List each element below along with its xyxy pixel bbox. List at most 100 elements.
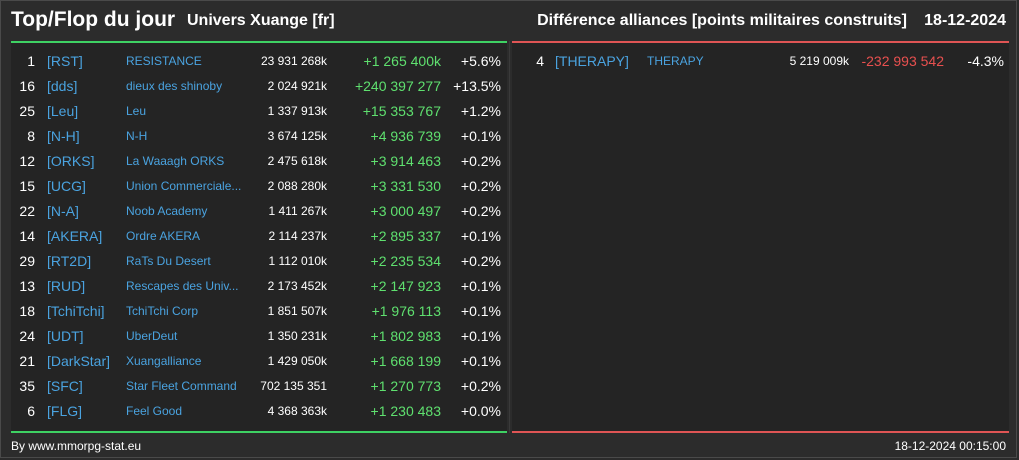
rank-cell: 21 <box>19 353 35 369</box>
rank-cell: 4 <box>536 53 544 69</box>
alliance-row: 16 [dds] dieux des shinoby 2 024 921k +240 3… <box>11 74 507 99</box>
percent-cell: +0.2% <box>460 203 501 219</box>
points-cell: 5 219 009k <box>789 54 849 68</box>
points-cell: 1 350 231k <box>267 329 327 343</box>
alliance-tag-link[interactable]: [RUD] <box>47 278 86 294</box>
alliance-row: 8 [N-H] N-H 3 674 125k +4 936 739 +0.1% <box>11 124 507 149</box>
page-title: Top/Flop du jour <box>11 8 176 31</box>
percent-cell: +0.1% <box>460 278 501 294</box>
alliance-name-link[interactable]: Star Fleet Command <box>126 379 237 393</box>
alliance-name-link[interactable]: Noob Academy <box>126 204 208 218</box>
alliance-row: 18 [TchiTchi] TchiTchi Corp 1 851 507k +1 97… <box>11 299 507 324</box>
percent-cell: +1.2% <box>460 103 501 119</box>
percent-cell: +0.2% <box>460 253 501 269</box>
diff-cell: +15 353 767 <box>362 103 441 119</box>
alliance-tag-link[interactable]: [ORKS] <box>47 153 95 169</box>
alliance-row: 13 [RUD] Rescapes des Univ... 2 173 452k +2 … <box>11 274 507 299</box>
alliance-name-link[interactable]: THERAPY <box>647 54 704 68</box>
alliance-row: 14 [AKERA] Ordre AKERA 2 114 237k +2 895 337… <box>11 224 507 249</box>
percent-cell: +0.1% <box>460 328 501 344</box>
percent-cell: +13.5% <box>453 78 501 94</box>
alliance-tag-link[interactable]: [Leu] <box>47 103 79 119</box>
alliance-row: 4 [THERAPY] THERAPY 5 219 009k -232 993 542 -… <box>512 49 1009 74</box>
diff-cell: +2 235 534 <box>370 253 441 269</box>
alliance-row: 15 [UCG] Union Commerciale... 2 088 280k +3 … <box>11 174 507 199</box>
alliance-tag-link[interactable]: [dds] <box>47 78 78 94</box>
alliance-name-link[interactable]: Leu <box>126 104 147 118</box>
alliance-tag-link[interactable]: [TchiTchi] <box>47 303 105 319</box>
points-cell: 1 851 507k <box>267 304 327 318</box>
alliance-tag-link[interactable]: [N-H] <box>47 128 80 144</box>
footer-site[interactable]: By www.mmorpg-stat.eu <box>11 439 142 453</box>
rank-cell: 12 <box>19 153 35 169</box>
diff-cell: +3 331 530 <box>370 178 441 194</box>
alliance-name-link[interactable]: Xuangalliance <box>126 354 202 368</box>
diff-cell: +2 895 337 <box>370 228 441 244</box>
rank-cell: 6 <box>27 403 35 419</box>
percent-cell: +0.2% <box>460 378 501 394</box>
alliance-row: 24 [UDT] UberDeut 1 350 231k +1 802 983 +0.1% <box>11 324 507 349</box>
alliance-name-link[interactable]: TchiTchi Corp <box>126 304 199 318</box>
diff-cell: +1 230 483 <box>370 403 441 419</box>
alliance-tag-link[interactable]: [RST] <box>47 53 83 69</box>
points-cell: 1 337 913k <box>267 104 327 118</box>
alliance-row: 25 [Leu] Leu 1 337 913k +15 353 767 +1.2% <box>11 99 507 124</box>
alliance-tag-link[interactable]: [FLG] <box>47 403 83 419</box>
alliance-tag-link[interactable]: [N-A] <box>47 203 79 219</box>
rank-cell: 24 <box>19 328 35 344</box>
rank-cell: 8 <box>27 128 35 144</box>
rank-cell: 15 <box>19 178 35 194</box>
alliance-name-link[interactable]: La Waaagh ORKS <box>126 154 225 168</box>
alliance-tag-link[interactable]: [RT2D] <box>47 253 92 269</box>
alliance-tag-link[interactable]: [UDT] <box>47 328 84 344</box>
alliance-name-link[interactable]: dieux des shinoby <box>126 79 223 93</box>
diff-cell: +240 397 277 <box>354 78 441 94</box>
alliance-name-link[interactable]: RaTs Du Desert <box>126 254 211 268</box>
alliance-tag-link[interactable]: [DarkStar] <box>47 353 111 369</box>
rank-cell: 1 <box>27 53 35 69</box>
alliance-name-link[interactable]: N-H <box>126 129 148 143</box>
points-cell: 2 173 452k <box>267 279 327 293</box>
rank-cell: 13 <box>19 278 35 294</box>
points-cell: 1 112 010k <box>268 254 328 268</box>
diff-cell: -232 993 542 <box>861 53 944 69</box>
diff-cell: +3 914 463 <box>370 153 441 169</box>
rank-cell: 18 <box>19 303 35 319</box>
alliance-row: 35 [SFC] Star Fleet Command 702 135 351 +1 2… <box>11 374 507 399</box>
rank-cell: 14 <box>19 228 35 244</box>
points-cell: 702 135 351 <box>260 379 327 393</box>
diff-cell: +1 270 773 <box>370 378 441 394</box>
alliance-tag-link[interactable]: [THERAPY] <box>555 53 629 69</box>
alliance-name-link[interactable]: RESISTANCE <box>126 54 202 68</box>
diff-cell: +4 936 739 <box>370 128 441 144</box>
alliance-name-link[interactable]: UberDeut <box>126 329 178 343</box>
alliance-name-link[interactable]: Rescapes des Univ... <box>126 279 239 293</box>
percent-cell: +0.1% <box>460 228 501 244</box>
points-cell: 2 024 921k <box>267 79 327 93</box>
percent-cell: -4.3% <box>967 53 1004 69</box>
points-cell: 1 429 050k <box>267 354 327 368</box>
diff-cell: +2 147 923 <box>370 278 441 294</box>
points-cell: 2 114 237k <box>268 229 328 243</box>
alliance-name-link[interactable]: Feel Good <box>126 404 183 418</box>
alliance-tag-link[interactable]: [SFC] <box>47 378 83 394</box>
alliance-name-link[interactable]: Union Commerciale... <box>126 179 242 193</box>
diff-cell: +1 668 199 <box>370 353 441 369</box>
rank-cell: 16 <box>19 78 35 94</box>
alliance-row: 21 [DarkStar] Xuangalliance 1 429 050k +1 66… <box>11 349 507 374</box>
top-alliances-panel: 1 [RST] RESISTANCE 23 931 268k +1 265 400k +5… <box>11 41 507 433</box>
percent-cell: +0.1% <box>460 128 501 144</box>
points-cell: 4 368 363k <box>267 404 327 418</box>
percent-cell: +5.6% <box>460 53 501 69</box>
alliance-name-link[interactable]: Ordre AKERA <box>126 229 201 243</box>
percent-cell: +0.1% <box>460 303 501 319</box>
alliance-tag-link[interactable]: [UCG] <box>47 178 86 194</box>
alliance-row: 29 [RT2D] RaTs Du Desert 1 112 010k +2 235 5… <box>11 249 507 274</box>
points-cell: 3 674 125k <box>267 129 327 143</box>
rank-cell: 29 <box>19 253 35 269</box>
alliance-row: 1 [RST] RESISTANCE 23 931 268k +1 265 400k +5… <box>11 49 507 74</box>
rank-cell: 35 <box>19 378 35 394</box>
flop-alliances-panel: 4 [THERAPY] THERAPY 5 219 009k -232 993 542 -… <box>512 41 1009 433</box>
alliance-tag-link[interactable]: [AKERA] <box>47 228 103 244</box>
